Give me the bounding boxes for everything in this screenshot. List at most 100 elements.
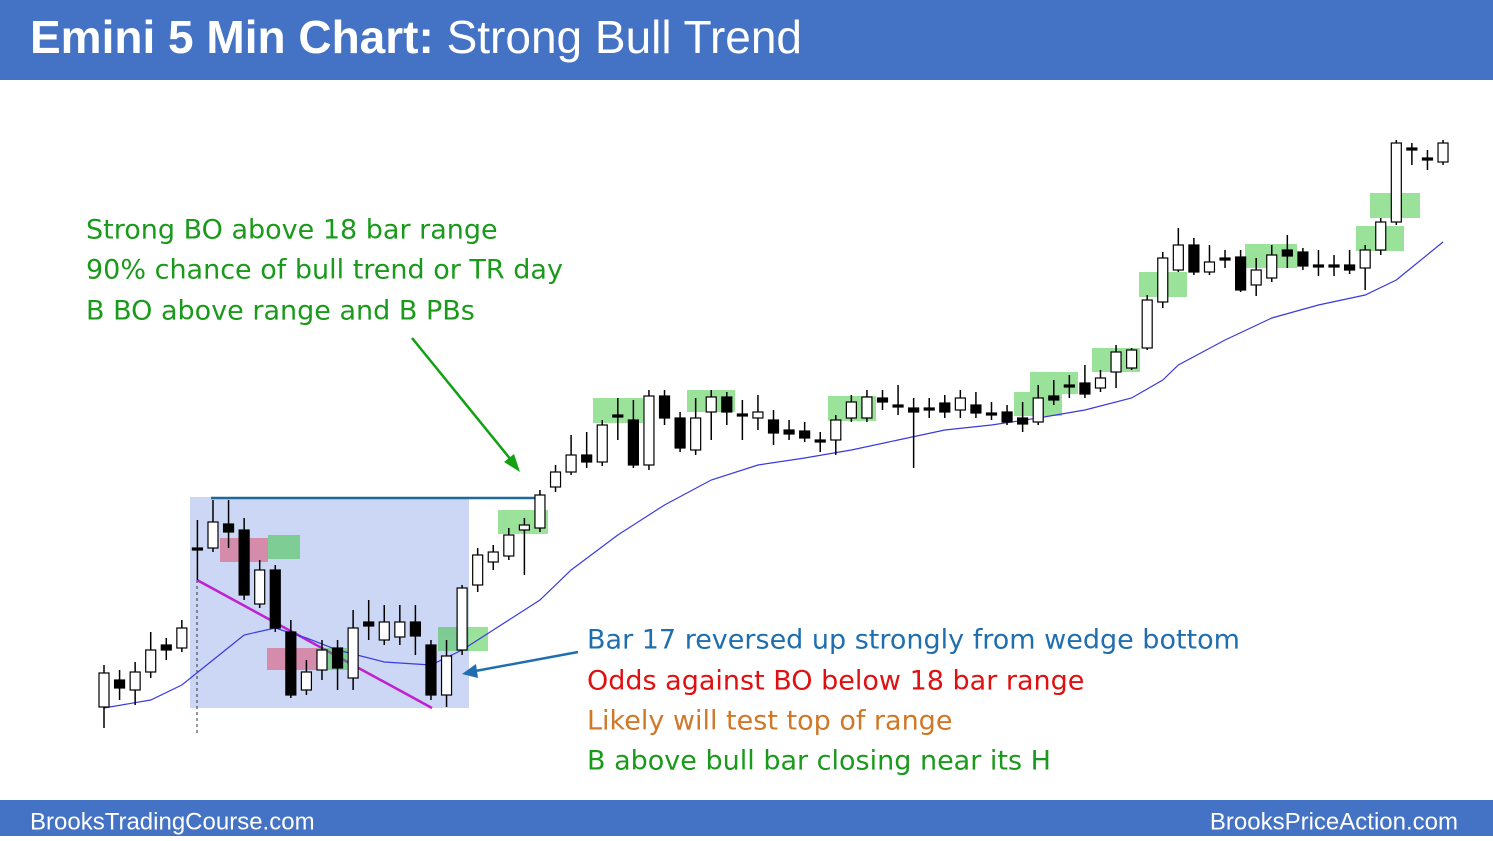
title-rest: Strong Bull Trend [447, 11, 802, 63]
candle-body [254, 569, 266, 605]
candle-body [1079, 382, 1091, 395]
footer-right: BrooksPriceAction.com [1210, 808, 1458, 835]
annotation: Odds against BO below 18 bar range [587, 666, 1084, 697]
candle-body [581, 454, 593, 463]
annotation: Strong BO above 18 bar range [86, 215, 498, 246]
candle-body [238, 529, 250, 596]
candle-body [1157, 257, 1169, 303]
candle-body [1126, 349, 1138, 369]
candle-body [1406, 147, 1418, 151]
candle-body [658, 395, 671, 419]
candle-body [1281, 249, 1293, 257]
candle-body [1110, 351, 1122, 373]
candle-body [643, 395, 655, 466]
candle-body [113, 679, 126, 689]
candle-body [596, 424, 608, 463]
footer-left: BrooksTradingCourse.com [30, 808, 315, 835]
candle-body [1172, 244, 1184, 271]
candle-body [970, 404, 982, 414]
candle-body [923, 407, 935, 411]
candle-body [440, 655, 453, 696]
candle-body [767, 419, 780, 434]
candle-body [1250, 269, 1262, 286]
candle-body [503, 534, 515, 557]
plot [98, 140, 1449, 728]
candle-body [612, 414, 624, 418]
candle-body [954, 397, 966, 411]
candle-body [876, 397, 889, 403]
candle-body [1437, 142, 1449, 163]
candle-body [861, 396, 873, 419]
candle-body [1421, 157, 1434, 161]
candle-body [191, 547, 204, 551]
candle-body [1266, 254, 1278, 279]
candle-body [565, 454, 577, 473]
candle-body [705, 396, 717, 413]
arrow [469, 650, 579, 674]
candle-body [549, 471, 562, 488]
footer-bar [0, 800, 1493, 836]
candle-body [830, 419, 842, 441]
arrow-head [504, 454, 520, 472]
title: Emini 5 Min Chart: Strong Bull Trend [30, 11, 802, 63]
annotation: B above bull bar closing near its H [587, 746, 1051, 777]
candle-body [1203, 261, 1216, 273]
candle-body [690, 417, 702, 451]
candle-body [1001, 411, 1013, 423]
candle-body [721, 396, 733, 413]
annotation: 90% chance of bull trend or TR day [86, 255, 563, 286]
annotation: Likely will test top of range [587, 706, 952, 737]
title-bar [0, 0, 1493, 80]
candle-body [378, 621, 390, 641]
candle-body [176, 627, 188, 649]
arrow [411, 337, 517, 467]
candle-body [1297, 251, 1309, 267]
candle-body [363, 621, 375, 627]
candle-body [1235, 256, 1247, 291]
candle-body [409, 621, 421, 637]
candle-body [892, 404, 904, 408]
candle-body [845, 401, 857, 419]
candle-body [269, 569, 281, 629]
candle-body [160, 644, 172, 651]
annotation-bottom: Bar 17 reversed up strongly from wedge b… [587, 625, 1240, 777]
candle-body [1094, 377, 1107, 389]
arrow-head [462, 664, 478, 678]
candle-body [425, 644, 437, 696]
candle-body [1219, 257, 1231, 261]
candle-body [1032, 397, 1044, 423]
candle-body [939, 402, 951, 413]
annotation: Bar 17 reversed up strongly from wedge b… [587, 625, 1240, 656]
candle-body [518, 524, 530, 531]
candle-body [814, 439, 826, 443]
candle-body [1359, 249, 1371, 269]
candle-body [472, 554, 484, 586]
candle-body [207, 521, 219, 549]
candle-body [347, 627, 359, 679]
annotation: B BO above range and B PBs [86, 296, 475, 327]
candle-body [1048, 395, 1060, 401]
candle-body [674, 417, 686, 449]
candle-body [300, 671, 313, 691]
candle-body [98, 672, 110, 708]
candle-body [456, 587, 468, 651]
candle-body [985, 412, 998, 416]
wedge-line [196, 578, 433, 710]
candle-body [394, 621, 406, 638]
candle-body [799, 430, 811, 439]
candle-body [316, 649, 328, 671]
candle-body [534, 494, 546, 529]
candle-body [1312, 264, 1325, 268]
annotation-top: Strong BO above 18 bar range 90% chance … [86, 215, 563, 327]
candle-body [1390, 142, 1402, 223]
candle-body [627, 419, 639, 466]
candle-body [285, 631, 297, 696]
candle-body [222, 523, 235, 533]
candle-body [736, 413, 748, 417]
candle-body [1188, 244, 1200, 273]
title-bold: Emini 5 Min Chart: [30, 11, 434, 63]
highlight [268, 535, 300, 559]
candle-body [1017, 417, 1029, 425]
candle-body [129, 671, 141, 691]
